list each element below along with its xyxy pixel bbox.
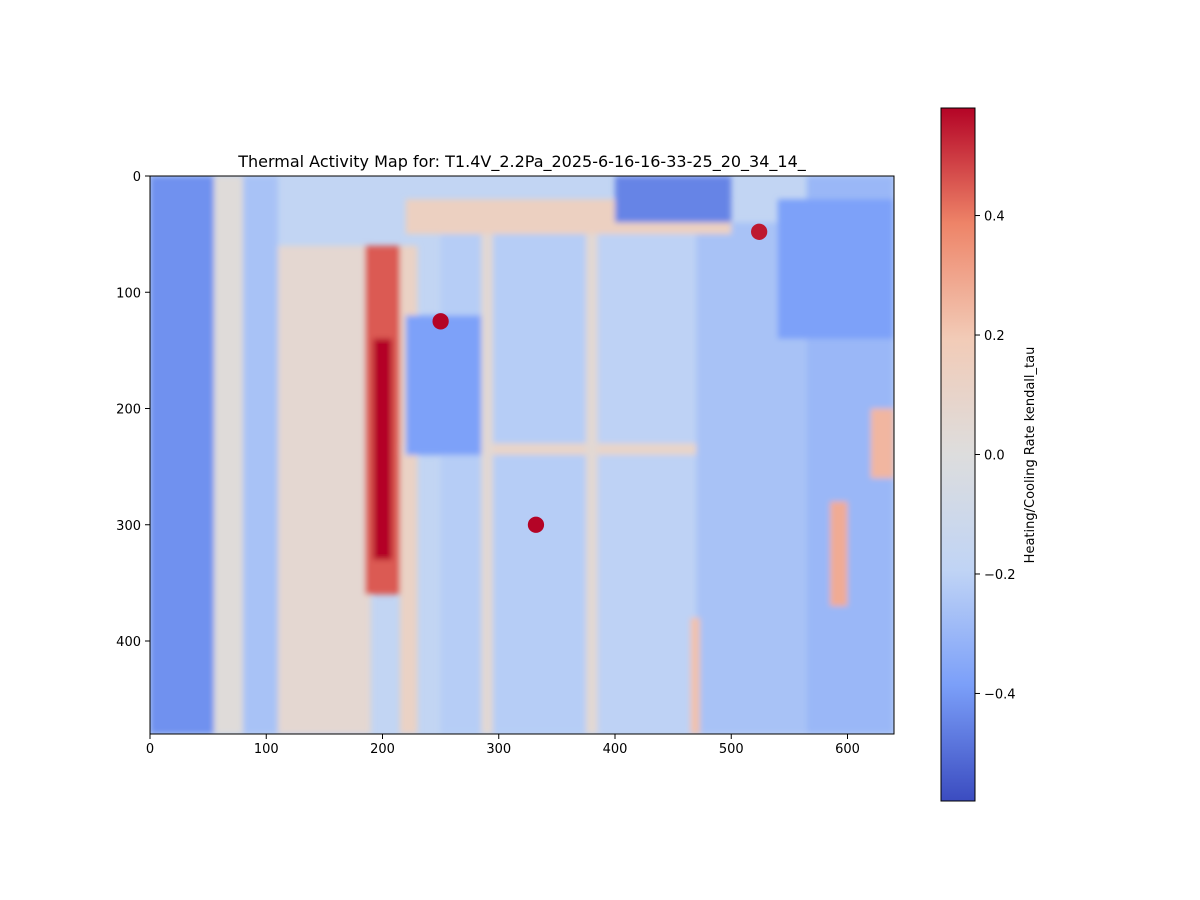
heatmap-region	[615, 176, 732, 223]
y-tick-label: 100	[116, 286, 141, 301]
heatmap-region	[373, 338, 392, 560]
heatmap-region	[394, 443, 697, 455]
colorbar-label: Heating/Cooling Rate kendall_tau	[1023, 347, 1038, 564]
chart-title: Thermal Activity Map for: T1.4V_2.2Pa_20…	[237, 152, 807, 172]
heatmap-regions	[150, 176, 894, 734]
plot-frame	[149, 175, 895, 735]
x-tick-label: 200	[370, 742, 395, 757]
y-tick-label: 200	[116, 403, 141, 418]
colorbar	[940, 107, 976, 802]
x-tick-label: 400	[603, 742, 628, 757]
heatmap-region	[481, 234, 493, 734]
heatmap-region	[150, 176, 220, 734]
x-tick-label: 0	[146, 742, 154, 757]
heatmap-region	[690, 617, 700, 734]
colorbar-tick-label: −0.2	[984, 568, 1016, 583]
y-axis: 0 100 200 300 400	[116, 170, 150, 650]
x-tick-label: 300	[486, 742, 511, 757]
heatmap-region	[830, 501, 848, 607]
x-tick-label: 600	[835, 742, 860, 757]
hot-spot	[432, 313, 449, 330]
y-tick-label: 400	[116, 635, 141, 650]
heatmap-region	[277, 245, 371, 734]
hot-spot	[527, 516, 545, 533]
heatmap-region	[585, 234, 598, 734]
y-tick-label: 0	[133, 170, 141, 185]
colorbar-tick-label: 0.0	[984, 449, 1005, 464]
colorbar-tick-label: 0.2	[984, 329, 1005, 344]
heatmap-region	[243, 176, 278, 734]
heatmap-region	[591, 222, 697, 734]
y-tick-label: 300	[116, 519, 141, 534]
x-tick-label: 500	[719, 742, 744, 757]
heatmap-region	[405, 315, 482, 455]
colorbar-axis: 0.4 0.2 0.0 −0.2 −0.4	[975, 210, 1016, 702]
hot-spot	[751, 223, 768, 240]
x-tick-label: 100	[254, 742, 279, 757]
x-axis: 0 100 200 300 400 500 600	[146, 734, 860, 757]
heatmap-region	[213, 176, 243, 734]
heatmap-image	[150, 176, 894, 734]
heatmap-region	[777, 199, 894, 339]
heatmap-region	[440, 222, 592, 734]
colorbar-tick-label: −0.4	[984, 687, 1016, 702]
colorbar-tick-label: 0.4	[984, 210, 1005, 225]
heatmap-region	[870, 408, 894, 479]
